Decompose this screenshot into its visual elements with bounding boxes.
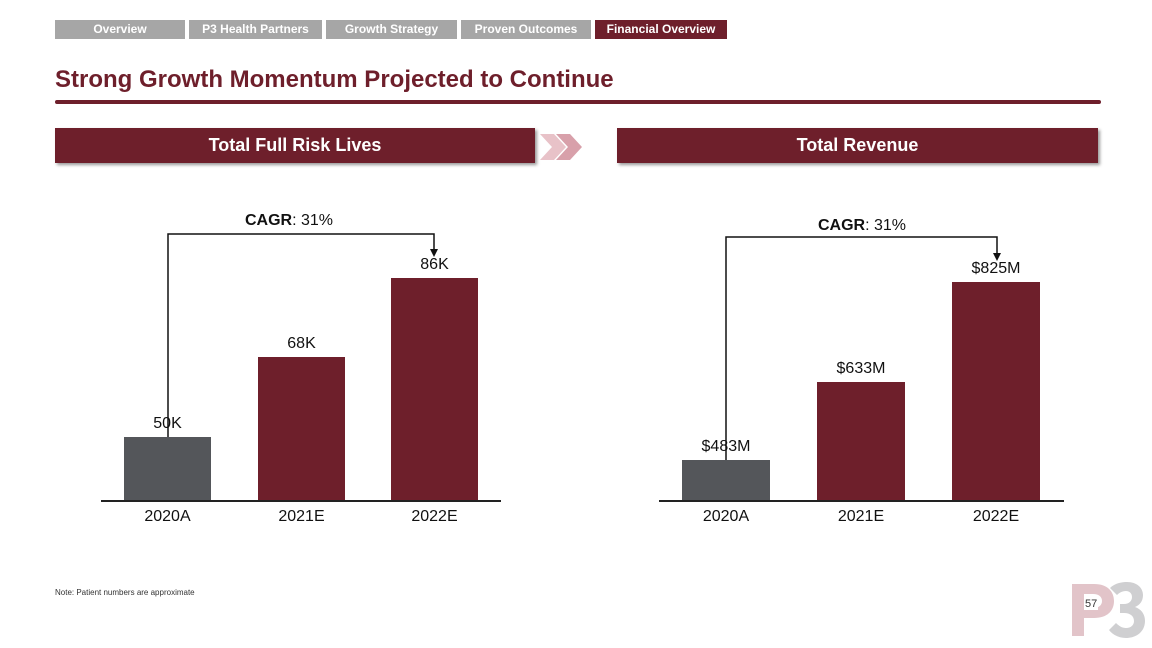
x-tick-label: 2021E	[837, 508, 885, 525]
x-axis-lives	[101, 500, 501, 502]
bar-2021E	[817, 381, 905, 500]
tab-p3-health-partners[interactable]: P3 Health Partners	[189, 20, 322, 39]
data-label: 86K	[420, 256, 449, 273]
x-tick-label: 2022E	[972, 508, 1020, 525]
data-label: $825M	[971, 260, 1021, 277]
bar-2022E	[952, 282, 1040, 500]
tab-growth-strategy[interactable]: Growth Strategy	[326, 20, 457, 39]
data-label: 50K	[153, 414, 182, 432]
page-title: Strong Growth Momentum Projected to Cont…	[55, 66, 614, 93]
revenue-header: Total Revenue	[617, 128, 1098, 163]
x-tick-label: 2021E	[278, 508, 325, 525]
cagr-revenue: CAGR: 31%	[818, 217, 907, 234]
p3-logo	[1072, 582, 1145, 638]
title-divider	[55, 100, 1101, 104]
tab-proven-outcomes[interactable]: Proven Outcomes	[461, 20, 591, 39]
cagr-lives: CAGR: 31%	[245, 212, 334, 229]
bar-2022E	[391, 278, 478, 500]
chevron-arrow-icon	[540, 134, 582, 160]
tab-financial-overview[interactable]: Financial Overview	[595, 20, 727, 39]
x-tick-label: 2022E	[411, 508, 458, 525]
data-label: $633M	[836, 359, 886, 377]
page-number: 57	[1084, 598, 1099, 610]
x-axis-revenue	[659, 500, 1064, 502]
tab-overview[interactable]: Overview	[55, 20, 185, 39]
footnote: Note: Patient numbers are approximate	[55, 588, 195, 597]
bar-2020A	[682, 459, 770, 500]
data-label: 68K	[287, 335, 316, 353]
bar-2021E	[258, 357, 345, 500]
data-label: $483M	[701, 437, 751, 455]
x-tick-label: 2020A	[144, 508, 191, 525]
lives-header: Total Full Risk Lives	[55, 128, 535, 163]
bar-2020A	[124, 436, 211, 500]
x-tick-label: 2020A	[702, 508, 750, 525]
